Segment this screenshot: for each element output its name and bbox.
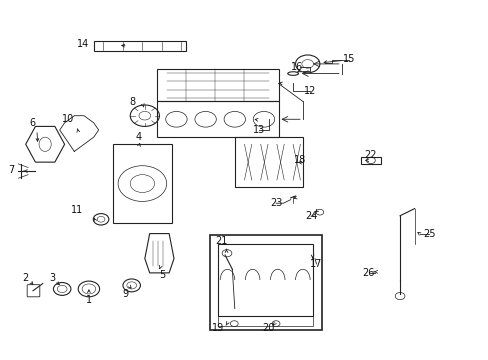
Text: 5: 5 <box>159 270 164 280</box>
Text: 8: 8 <box>129 97 136 107</box>
Text: 14: 14 <box>77 39 89 49</box>
Text: 21: 21 <box>215 236 227 246</box>
Text: 16: 16 <box>290 63 303 72</box>
Text: 4: 4 <box>135 132 142 142</box>
Text: 20: 20 <box>262 323 274 333</box>
Text: 19: 19 <box>211 323 224 333</box>
Text: 22: 22 <box>364 150 376 160</box>
Text: 9: 9 <box>122 289 128 299</box>
Text: 17: 17 <box>310 259 322 269</box>
Text: 13: 13 <box>252 125 264 135</box>
Text: 10: 10 <box>62 114 75 124</box>
Text: 11: 11 <box>70 205 82 215</box>
Text: 12: 12 <box>304 86 316 96</box>
Text: 23: 23 <box>269 198 282 208</box>
Text: 25: 25 <box>422 229 435 239</box>
Text: 18: 18 <box>294 156 306 165</box>
Text: 1: 1 <box>86 295 92 305</box>
Text: 24: 24 <box>305 211 317 221</box>
Text: 6: 6 <box>29 118 35 128</box>
Text: 26: 26 <box>362 268 374 278</box>
Text: 3: 3 <box>49 273 56 283</box>
Text: 7: 7 <box>8 165 14 175</box>
Text: 15: 15 <box>342 54 354 64</box>
Text: 2: 2 <box>22 273 29 283</box>
